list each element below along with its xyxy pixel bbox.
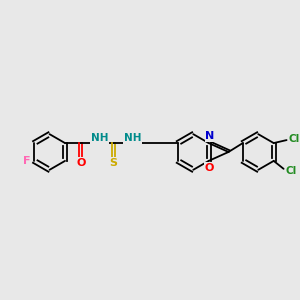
Text: O: O [76, 158, 86, 168]
Text: NH: NH [124, 133, 141, 143]
Text: S: S [110, 158, 118, 168]
Text: O: O [205, 163, 214, 173]
Text: NH: NH [91, 133, 108, 143]
Text: Cl: Cl [286, 166, 297, 176]
Text: N: N [205, 131, 214, 141]
Text: F: F [23, 156, 31, 166]
Text: Cl: Cl [289, 134, 300, 144]
